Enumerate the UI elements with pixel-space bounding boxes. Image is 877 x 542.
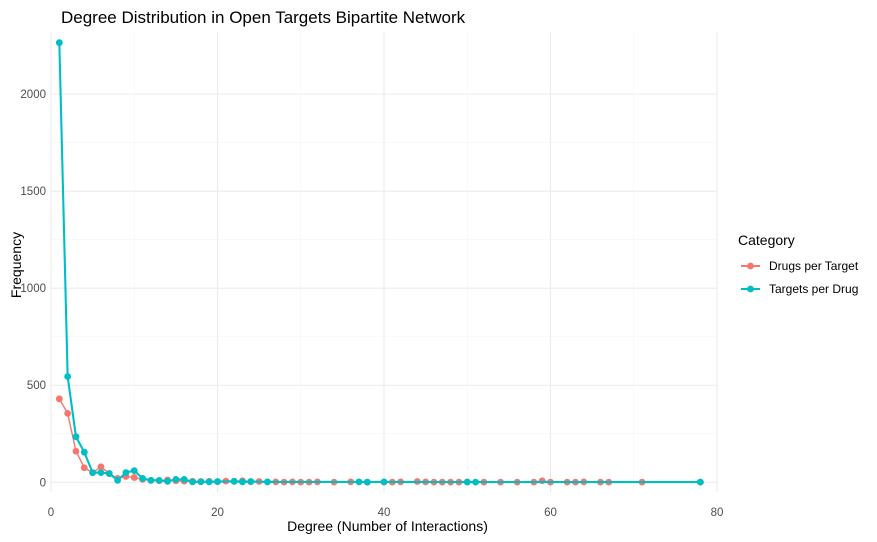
data-point [80,464,88,472]
data-point [197,478,205,486]
data-point [205,478,213,486]
grid-lines [50,32,718,492]
legend-label: Targets per Drug [769,282,858,296]
y-tick-label: 0 [40,477,46,489]
data-point [355,478,363,486]
data-point [97,463,105,471]
x-tick-label: 60 [544,507,557,519]
data-point [72,433,80,441]
legend-label: Drugs per Target [769,259,859,273]
data-point [230,477,238,485]
x-tick-label: 0 [48,507,54,519]
data-point [247,478,255,485]
data-point [472,478,479,486]
y-tick-label: 2000 [20,89,46,101]
data-point [214,478,221,485]
data-point [64,373,72,380]
data-point [55,39,63,47]
x-axis-title: Degree (Number of Interactions) [287,518,488,534]
x-tick-label: 20 [211,507,224,519]
data-point [696,478,704,486]
y-tick-label: 1500 [20,186,46,198]
legend-key-point [747,262,754,270]
data-point [122,469,130,476]
data-point [80,448,88,456]
legend: Category Drugs per Target Targets per Dru… [738,232,859,296]
x-tick-label: 40 [378,507,391,519]
data-point [64,409,72,417]
data-point [97,469,105,476]
data-point [172,475,180,483]
series-line [58,42,701,484]
data-point [363,478,371,486]
legend-item: Drugs per Target [741,259,859,273]
y-axis-title: Frequency [8,232,24,298]
legend-item: Targets per Drug [741,282,858,296]
data-point [72,447,80,455]
legend-title: Category [738,232,795,248]
chart-title: Degree Distribution in Open Targets Bipa… [61,8,466,27]
y-axis-ticks: 0 500 1000 1500 2000 [20,89,46,489]
data-point [380,478,388,486]
data-point [114,476,121,484]
data-point [89,469,97,476]
data-series [55,39,704,486]
x-tick-label: 80 [711,507,724,519]
data-point [130,474,138,481]
data-point [189,478,196,486]
data-point [139,475,146,482]
series-line [58,398,701,483]
data-point [164,477,171,485]
data-point [130,467,138,475]
data-point [147,476,155,484]
y-tick-label: 500 [27,380,46,392]
series-targets-per-drug [55,39,704,486]
data-point [105,470,113,477]
data-point [55,395,63,403]
data-point [239,478,246,486]
data-point [264,478,271,486]
data-point [463,478,471,486]
legend-key-point [747,285,754,293]
y-tick-label: 1000 [20,283,46,295]
series-drugs-per-target [55,395,704,486]
data-point [155,476,163,484]
x-axis-ticks: 0 20 40 60 80 [48,507,724,519]
data-point [180,475,188,483]
